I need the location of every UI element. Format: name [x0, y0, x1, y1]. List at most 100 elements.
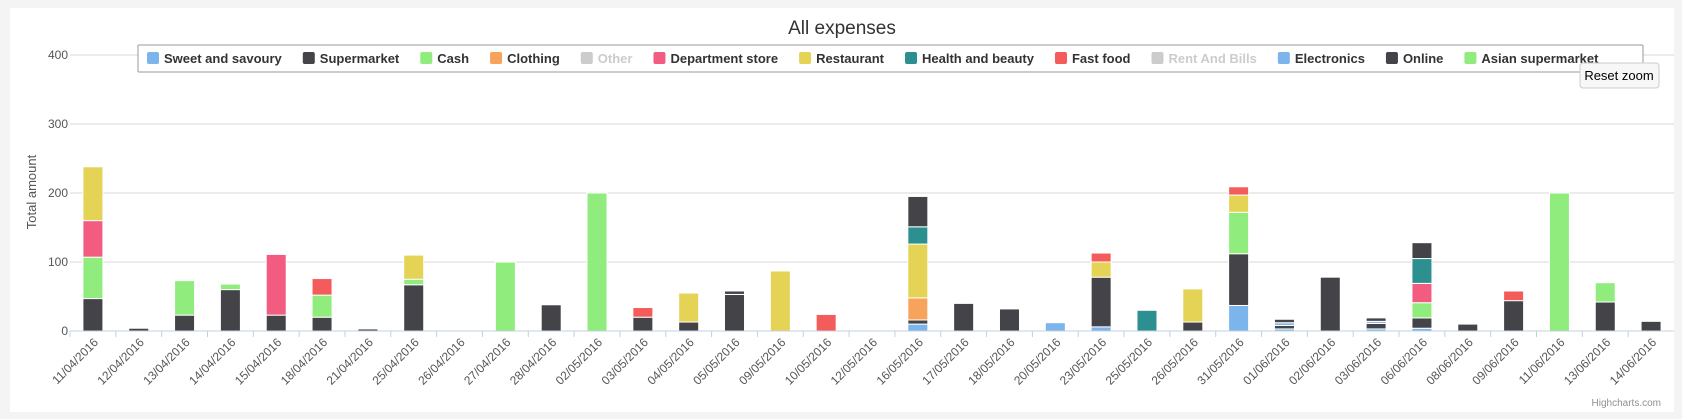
- x-tick-label: 05/05/2016: [690, 335, 743, 388]
- legend-item[interactable]: Clothing: [490, 51, 560, 66]
- bar-segment[interactable]: [1090, 326, 1112, 332]
- legend-item[interactable]: Electronics: [1277, 51, 1365, 66]
- bar-segment[interactable]: [1228, 186, 1250, 196]
- x-tick-label: 01/06/2016: [1240, 335, 1293, 388]
- bar-segment[interactable]: [1411, 242, 1433, 260]
- bar-segment[interactable]: [632, 316, 654, 332]
- legend-swatch: [1385, 52, 1398, 64]
- bar-segment[interactable]: [311, 316, 333, 332]
- bar-segment[interactable]: [907, 297, 929, 321]
- x-tick-label: 26/05/2016: [1149, 335, 1202, 388]
- legend-label: Restaurant: [816, 51, 885, 66]
- bar-segment[interactable]: [174, 314, 196, 332]
- bar-segment[interactable]: [1411, 302, 1433, 319]
- bar-segment[interactable]: [82, 220, 104, 258]
- legend[interactable]: Sweet and savoury Supermarket Cash Clothing…: [147, 51, 1599, 66]
- bar-segment[interactable]: [1594, 301, 1616, 332]
- bar-segment[interactable]: [494, 261, 516, 332]
- bar-segment[interactable]: [1044, 322, 1066, 332]
- bar-segment[interactable]: [1411, 317, 1433, 329]
- bar-segment[interactable]: [1457, 323, 1479, 332]
- bar-segment[interactable]: [1640, 320, 1662, 332]
- bar-segment[interactable]: [907, 319, 929, 325]
- y-tick-label: 400: [48, 48, 68, 62]
- legend-item[interactable]: Restaurant: [799, 51, 885, 66]
- bar-segment[interactable]: [1182, 288, 1204, 323]
- legend-item[interactable]: Online: [1385, 51, 1443, 66]
- legend-item[interactable]: Other: [580, 51, 633, 66]
- bar-segment[interactable]: [311, 294, 333, 318]
- bar-segment[interactable]: [1182, 321, 1204, 332]
- bar-segment[interactable]: [1090, 261, 1112, 278]
- legend-swatch: [1464, 52, 1477, 64]
- bar-segment[interactable]: [265, 314, 287, 332]
- bar-segment[interactable]: [1228, 253, 1250, 306]
- bar-segment[interactable]: [82, 166, 104, 222]
- bar-segment[interactable]: [815, 313, 837, 332]
- legend-label: Other: [598, 51, 633, 66]
- bar-segment[interactable]: [1548, 192, 1570, 332]
- bar-segment[interactable]: [311, 278, 333, 296]
- bar-segment[interactable]: [219, 289, 241, 332]
- bar-segment[interactable]: [907, 243, 929, 299]
- legend-label: Electronics: [1295, 51, 1365, 66]
- legend-swatch: [1054, 52, 1067, 64]
- bar-segment[interactable]: [1228, 304, 1250, 332]
- bar-segment[interactable]: [174, 280, 196, 316]
- bar-segment[interactable]: [219, 283, 241, 291]
- bar-segment[interactable]: [1365, 317, 1387, 322]
- bar-segment[interactable]: [678, 321, 700, 332]
- bar-segment[interactable]: [953, 302, 975, 332]
- x-tick-label: 27/04/2016: [461, 335, 514, 388]
- bar-segment[interactable]: [907, 323, 929, 332]
- legend-label: Cash: [437, 51, 469, 66]
- bar-segment[interactable]: [724, 293, 746, 332]
- bar-segment[interactable]: [586, 192, 608, 332]
- legend-swatch: [147, 52, 159, 64]
- bar-segment[interactable]: [907, 195, 929, 228]
- bar-segment[interactable]: [82, 298, 104, 332]
- bar-segment[interactable]: [1228, 194, 1250, 213]
- legend-item[interactable]: Rent And Bills: [1151, 51, 1257, 66]
- bar-segment[interactable]: [1136, 309, 1158, 332]
- bar-segment[interactable]: [1365, 322, 1387, 330]
- legend-item[interactable]: Department store: [653, 51, 778, 66]
- bar-segment[interactable]: [724, 290, 746, 295]
- reset-zoom-button[interactable]: Reset zoom: [1579, 62, 1660, 89]
- legend-swatch: [905, 52, 918, 64]
- bar-segment[interactable]: [1411, 282, 1433, 304]
- bar-segment[interactable]: [998, 308, 1020, 332]
- legend-item[interactable]: Supermarket: [302, 51, 400, 66]
- bar-segment[interactable]: [1090, 276, 1112, 328]
- bar-segment[interactable]: [82, 256, 104, 300]
- bars[interactable]: [82, 166, 1662, 332]
- bar-segment[interactable]: [1273, 324, 1295, 330]
- legend-label: Clothing: [507, 51, 560, 66]
- bar-segment[interactable]: [678, 292, 700, 323]
- legend-item[interactable]: Health and beauty: [905, 51, 1035, 66]
- bar-segment[interactable]: [1273, 318, 1295, 324]
- legend-item[interactable]: Fast food: [1054, 51, 1131, 66]
- legend-item[interactable]: Asian supermarket: [1464, 51, 1599, 66]
- bar-segment[interactable]: [769, 270, 791, 332]
- bar-segment[interactable]: [403, 284, 425, 332]
- bar-segment[interactable]: [1319, 276, 1341, 332]
- credits[interactable]: Highcharts.com: [1592, 398, 1661, 409]
- bar-segment[interactable]: [632, 307, 654, 318]
- bar-segment[interactable]: [403, 254, 425, 280]
- bar-segment[interactable]: [1090, 252, 1112, 263]
- x-tick-label: 17/05/2016: [919, 335, 972, 388]
- bar-segment[interactable]: [403, 278, 425, 286]
- bar-segment[interactable]: [265, 253, 287, 316]
- bar-segment[interactable]: [1228, 211, 1250, 255]
- bar-segment[interactable]: [540, 304, 562, 332]
- bar-segment[interactable]: [1411, 258, 1433, 284]
- bar-segment[interactable]: [1503, 290, 1525, 302]
- legend-swatch: [420, 52, 433, 64]
- bar-segment[interactable]: [1503, 300, 1525, 332]
- bar-segment[interactable]: [1594, 282, 1616, 303]
- x-tick-label: 21/04/2016: [324, 335, 377, 388]
- legend-item[interactable]: Sweet and savoury: [147, 51, 283, 66]
- bar-segment[interactable]: [907, 226, 929, 245]
- legend-item[interactable]: Cash: [420, 51, 469, 66]
